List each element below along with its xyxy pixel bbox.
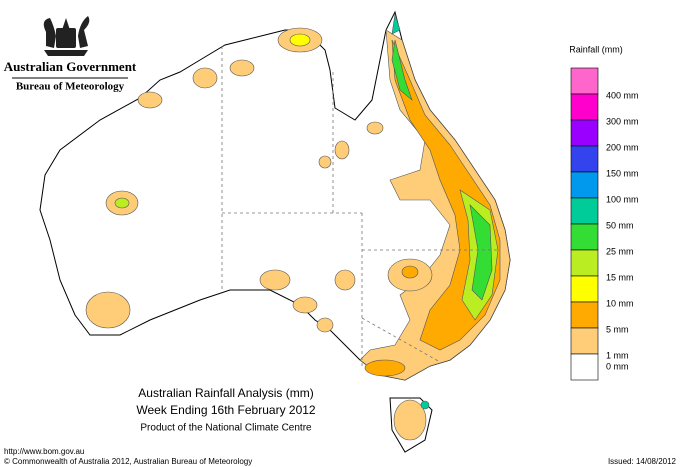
- legend-label: 5 mm: [606, 324, 629, 334]
- legend-label: 50 mm: [606, 220, 634, 230]
- legend-swatch: [570, 171, 599, 199]
- legend: 400 mm 300 mm 200 mm 150 mm 100 mm 50 mm 25 mm…: [570, 67, 639, 381]
- legend-label: 200 mm: [606, 142, 639, 152]
- legend-label: 15 mm: [606, 272, 634, 282]
- legend-label: 25 mm: [606, 246, 634, 256]
- legend-swatch: [570, 327, 599, 355]
- title-line: Product of the National Climate Centre: [140, 423, 312, 434]
- legend-swatch: [570, 275, 599, 303]
- legend-swatch: [570, 197, 599, 225]
- emblem: [43, 16, 90, 56]
- footer-copyright: © Commonwealth of Australia 2012, Austra…: [4, 457, 252, 466]
- legend-label: 300 mm: [606, 116, 639, 126]
- legend-swatch: [570, 67, 599, 95]
- legend-label: 0 mm: [606, 361, 629, 371]
- legend-swatch: [570, 301, 599, 329]
- legend-label: 400 mm: [606, 90, 639, 100]
- title-line: Week Ending 16th February 2012: [136, 403, 316, 417]
- title-line: Australian Rainfall Analysis (mm): [138, 386, 313, 400]
- legend-swatch: [570, 93, 599, 121]
- legend-label: 100 mm: [606, 194, 639, 204]
- legend-swatch: [570, 223, 599, 251]
- legend-label: 10 mm: [606, 298, 634, 308]
- legend-label: 1 mm: [606, 350, 629, 360]
- footer-issued: Issued: 14/08/2012: [608, 457, 677, 466]
- state-borders: [221, 46, 500, 366]
- legend-swatch: [570, 119, 599, 147]
- footer-url: http://www.bom.gov.au: [4, 447, 84, 456]
- legend-swatch: [570, 145, 599, 173]
- rainfall-areas: [85, 13, 511, 441]
- legend-title: Rainfall (mm): [569, 44, 623, 54]
- government-name: Australian Government: [4, 59, 137, 74]
- legend-swatch: [570, 249, 599, 277]
- bureau-name: Bureau of Meteorology: [16, 81, 125, 93]
- legend-swatch: [570, 353, 599, 381]
- legend-label: 150 mm: [606, 168, 639, 178]
